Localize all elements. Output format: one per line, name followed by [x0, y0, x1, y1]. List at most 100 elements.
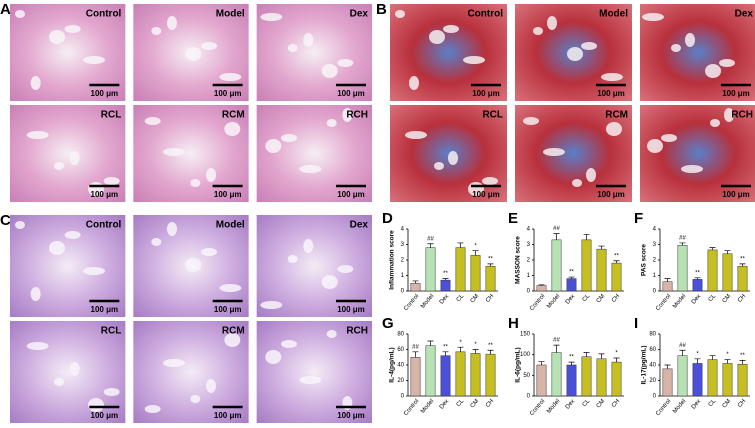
alveolus	[303, 33, 314, 47]
alveolus	[681, 165, 703, 173]
error-bar	[709, 355, 716, 360]
bar	[470, 255, 481, 292]
chart-letter: G	[382, 315, 394, 332]
alveolus	[224, 333, 241, 347]
tile-label: RCM	[222, 110, 245, 121]
x-tick-label: CM	[722, 293, 733, 304]
significance-label: ##	[679, 343, 686, 349]
error-bar	[583, 234, 590, 240]
tile-label: Dex	[350, 220, 369, 231]
y-axis-label: IL-17(pg/mL)	[641, 346, 648, 385]
alveolus	[567, 47, 583, 61]
scale-label: 100 μm	[337, 89, 365, 98]
alveolus	[88, 398, 104, 412]
significance-label: **	[443, 344, 448, 350]
tile-label: RCL	[482, 110, 503, 121]
alveolus	[321, 64, 338, 78]
alveolus	[281, 340, 297, 348]
bar	[692, 279, 703, 292]
y-tick-label: 20	[649, 378, 656, 384]
scale-label: 100 μm	[722, 89, 750, 98]
significance-label: *	[474, 243, 477, 249]
alveolus	[321, 275, 338, 289]
significance-label: *	[459, 340, 462, 346]
y-tick-label: 0	[653, 289, 657, 295]
y-tick-label: 0	[527, 289, 531, 295]
significance-label: **	[614, 253, 619, 259]
alveolus	[482, 177, 498, 185]
chart-letter: H	[508, 315, 519, 332]
scale-label: 100 μm	[91, 411, 119, 420]
error-bar	[709, 247, 716, 250]
alveolus	[342, 108, 353, 122]
x-tick-label: Control	[403, 398, 420, 417]
alveolus	[206, 379, 216, 393]
alveolus	[265, 139, 282, 153]
x-tick-label: CM	[722, 398, 733, 409]
bar	[581, 239, 592, 292]
bar	[707, 359, 718, 397]
error-bar	[664, 364, 671, 369]
y-tick-label: 80	[397, 332, 404, 338]
alveolus	[710, 119, 720, 127]
significance-label: **	[569, 270, 574, 276]
alveolus	[260, 301, 283, 309]
y-tick-label: 0	[401, 289, 405, 295]
tile-label: Model	[216, 9, 245, 20]
error-bar	[694, 277, 701, 280]
alveolus	[671, 44, 681, 52]
x-tick-label: Model	[420, 293, 435, 309]
alveolus	[167, 222, 177, 236]
x-tick-label: CH	[611, 293, 621, 303]
alveolus	[337, 59, 354, 67]
y-axis-label: MASSON score	[515, 236, 522, 284]
y-axis-label: PAS score	[641, 244, 648, 276]
tile-label: RCH	[346, 110, 368, 121]
error-bar	[568, 361, 575, 365]
y-tick-label: 80	[649, 332, 656, 338]
x-tick-label: Dex	[439, 398, 450, 410]
y-tick-label: 0	[527, 394, 531, 400]
alveolus	[15, 10, 25, 18]
alveolus	[405, 131, 427, 139]
tile-label: RCM	[222, 326, 245, 337]
bar	[425, 345, 436, 397]
significance-label: ##	[553, 338, 560, 344]
significance-label: ##	[412, 344, 419, 350]
chart-letter: I	[634, 315, 638, 332]
y-tick-label: 100	[520, 352, 531, 358]
error-bar	[427, 243, 434, 248]
alveolus	[144, 117, 161, 125]
significance-label: *	[726, 352, 729, 358]
x-tick-label: CL	[582, 398, 592, 408]
x-tick-label: Control	[403, 293, 420, 312]
alveolus	[642, 13, 664, 21]
panel-letter: A	[0, 1, 11, 18]
error-bar	[568, 276, 575, 279]
alveolus	[281, 134, 297, 142]
error-bar	[412, 351, 419, 358]
error-bar	[538, 284, 545, 286]
alveolus	[533, 27, 543, 35]
alveolus	[661, 134, 677, 142]
significance-label: ##	[427, 236, 434, 242]
tile-label: Model	[216, 220, 245, 231]
alveolus	[303, 239, 314, 253]
alveolus	[719, 59, 735, 67]
alveolus	[151, 238, 162, 246]
tile-label: Control	[467, 9, 503, 20]
x-tick-label: Model	[672, 398, 687, 414]
alveolus	[167, 16, 177, 30]
y-tick-label: 2	[527, 258, 531, 264]
error-bar	[664, 278, 671, 282]
bar	[485, 265, 496, 292]
alveolus	[26, 131, 49, 139]
alveolus	[299, 165, 322, 173]
y-tick-label: 1	[527, 273, 531, 279]
scale-label: 100 μm	[91, 305, 119, 314]
error-bar	[613, 260, 620, 264]
alveolus	[463, 56, 485, 64]
scale-label: 100 μm	[597, 190, 625, 199]
x-tick-label: CL	[456, 398, 466, 408]
error-bar	[694, 358, 701, 364]
